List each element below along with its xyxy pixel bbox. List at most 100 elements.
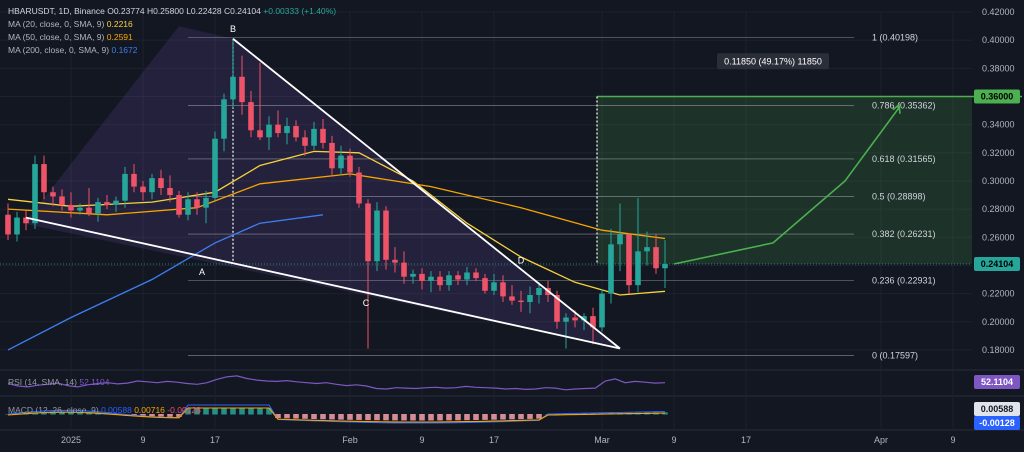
candle-body <box>203 197 209 208</box>
macd-histogram-bar <box>338 414 344 420</box>
macd-histogram-bar <box>527 414 533 419</box>
candle-body <box>14 217 20 235</box>
rsi-pane <box>7 375 666 391</box>
candle-body <box>194 199 200 208</box>
candle-body <box>50 192 56 197</box>
time-tick-label: 2025 <box>61 435 81 445</box>
pattern-point-label: B <box>230 24 236 34</box>
fib-label: 0.382 (0.26231) <box>872 229 936 239</box>
ma50-value: 0.2591 <box>106 32 133 42</box>
candle-body <box>338 155 344 169</box>
candle-body <box>455 275 461 280</box>
rsi-legend[interactable]: RSI (14, SMA, 14) 52.1104 <box>8 377 109 387</box>
macd-histogram-bar <box>158 414 164 417</box>
candle-body <box>473 272 479 279</box>
ma200-value: 0.1672 <box>111 45 138 55</box>
macd-histogram-bar <box>239 408 245 415</box>
macd-badge: 0.00588 <box>981 404 1014 414</box>
macd-histogram-bar <box>464 414 470 421</box>
pattern-shade <box>24 26 620 349</box>
macd-histogram-bar <box>347 414 353 420</box>
candle-body <box>419 273 425 281</box>
macd-histogram-bar <box>203 408 209 415</box>
candle-body <box>365 203 371 262</box>
price-tick-label: 0.28000 <box>982 204 1015 214</box>
ma200-legend[interactable]: MA (200, close, 0, SMA, 9) 0.1672 <box>8 44 336 57</box>
macd-histogram-bar <box>500 414 506 420</box>
legend: HBARUSDT, 1D, Binance O0.23774 H0.25800 … <box>8 5 336 57</box>
candle-body <box>95 202 101 214</box>
candle-body <box>23 217 29 224</box>
trendline <box>25 216 621 350</box>
candle-body <box>356 172 362 204</box>
macd-histogram-bar <box>392 414 398 421</box>
ma20-legend[interactable]: MA (20, close, 0, SMA, 9) 0.2216 <box>8 18 336 31</box>
candle-body <box>644 247 650 252</box>
pattern-point-label: D <box>518 256 525 266</box>
grid-lines <box>0 11 1024 431</box>
macd-histogram-bar <box>77 411 83 415</box>
candle-body <box>581 316 587 321</box>
time-tick-label: 9 <box>419 435 424 445</box>
fib-label: 0.236 (0.22931) <box>872 275 936 285</box>
target-zone: 0.11850 (49.17%) 11850 <box>0 38 1022 265</box>
candle-body <box>491 282 497 291</box>
macd-histogram-bar <box>473 414 479 421</box>
axes: 0.42000 0.40000 0.38000 0.36000 0.34000 0.320… <box>61 7 1020 445</box>
macd-histogram-bar <box>455 414 461 421</box>
candle-body <box>653 247 659 269</box>
candle-body <box>221 99 227 139</box>
target-box <box>597 96 972 264</box>
candle-body <box>464 272 470 280</box>
candle-body <box>5 214 11 235</box>
pattern-lines[interactable]: B A C D <box>25 24 901 350</box>
candle-body <box>500 282 506 297</box>
candle-body <box>167 188 173 196</box>
candle-body <box>293 126 299 138</box>
candle-body <box>509 296 515 301</box>
candle-body <box>257 130 263 138</box>
candle-body <box>68 204 74 211</box>
candle-body <box>113 200 119 205</box>
time-tick-label: Feb <box>342 435 358 445</box>
symbol-label[interactable]: HBARUSDT, 1D, Binance <box>8 6 105 16</box>
macd-badge-bg <box>974 402 1020 416</box>
candle-body <box>176 195 182 215</box>
price-tick-label: 0.38000 <box>982 63 1015 73</box>
price-tick-label: 0.26000 <box>982 232 1015 242</box>
ma50-legend[interactable]: MA (50, close, 0, SMA, 9) 0.2591 <box>8 31 336 44</box>
time-tick-label: 17 <box>210 435 220 445</box>
candle-body <box>374 210 380 262</box>
macd-histogram-bar <box>410 414 416 421</box>
measure-label-box <box>717 53 829 70</box>
time-tick-label: Mar <box>594 435 610 445</box>
candle-body <box>482 278 488 291</box>
candle-body <box>158 178 164 188</box>
macd-histogram-bar <box>50 411 56 415</box>
candle-body <box>77 207 83 211</box>
pattern-point-label: A <box>199 267 205 277</box>
candle-body <box>131 173 137 187</box>
macd-histogram-bar <box>185 408 191 415</box>
macd-histogram-bar <box>59 411 65 415</box>
rsi-badge: 52.1104 <box>981 377 1013 387</box>
candle-body <box>122 173 128 201</box>
candle-body <box>527 295 533 303</box>
time-tick-label: 9 <box>140 435 145 445</box>
candle-body <box>212 138 218 198</box>
low-value: L0.22428 <box>186 6 222 16</box>
macd-histogram-bar <box>293 414 299 419</box>
macd-histogram-bar <box>131 414 137 416</box>
macd-value-3: -0.00128 <box>167 405 201 415</box>
macd-histogram-bar <box>149 414 155 417</box>
projection-path <box>673 107 900 265</box>
macd-legend[interactable]: MACD (12, 26, close, 9) 0.00588 0.00716 … <box>8 405 201 415</box>
rsi-label: RSI (14, SMA, 14) <box>8 377 77 387</box>
candle-body <box>230 76 236 100</box>
macd-histogram-bar <box>536 414 542 419</box>
ma50-label: MA (50, close, 0, SMA, 9) <box>8 32 105 42</box>
macd-pane <box>5 404 668 424</box>
fib-label: 0.786 (0.35362) <box>872 100 936 110</box>
